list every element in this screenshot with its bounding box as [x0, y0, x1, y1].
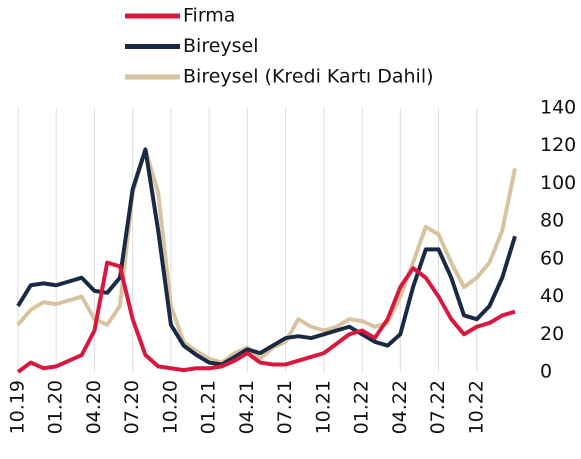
y-tick-label: 40 [540, 285, 564, 307]
x-tick-label: 07.21 [274, 380, 296, 434]
x-tick-label: 10.19 [7, 380, 29, 434]
x-tick-label: 01.20 [45, 380, 67, 434]
y-tick-label: 60 [540, 247, 564, 269]
x-tick-label: 01.21 [198, 380, 220, 434]
y-tick-label: 0 [540, 361, 552, 383]
x-tick-label: 04.22 [389, 380, 411, 434]
x-tick-label: 04.21 [236, 380, 258, 434]
legend-label: Bireysel [183, 35, 259, 57]
y-tick-label: 80 [540, 210, 564, 232]
series-line [16, 147, 517, 365]
y-tick-label: 140 [540, 97, 576, 119]
y-tick-label: 20 [540, 323, 564, 345]
x-tick-label: 07.20 [121, 380, 143, 434]
x-tick-label: 07.22 [427, 380, 449, 434]
y-tick-label: 120 [540, 134, 576, 156]
x-tick-label: 10.22 [465, 380, 487, 434]
x-tick-label: 10.21 [312, 380, 334, 434]
legend-label: Firma [183, 5, 235, 27]
y-tick-label: 100 [540, 172, 576, 194]
x-tick-label: 01.22 [351, 380, 373, 434]
legend-label: Bireysel (Kredi Kartı Dahil) [183, 66, 434, 88]
series-line [16, 260, 516, 374]
x-tick-label: 10.20 [159, 380, 181, 434]
x-tick-label: 04.20 [83, 380, 105, 434]
